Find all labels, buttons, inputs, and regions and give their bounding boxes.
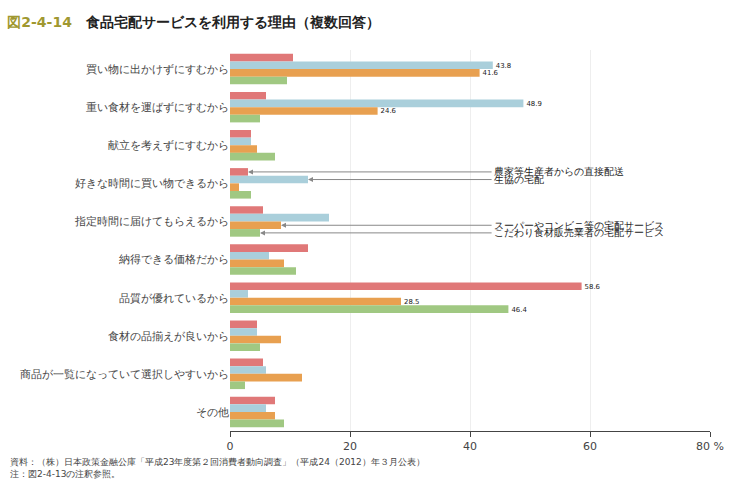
- svg-text:納得できる価格だから: 納得できる価格だから: [119, 253, 229, 266]
- svg-text:重い食材を運ばずにすむから: 重い食材を運ばずにすむから: [86, 101, 229, 114]
- svg-text:24.6: 24.6: [381, 107, 396, 115]
- svg-text:資料：（株）日本政策金融公庫「平成23年度第２回消費者動向調: 資料：（株）日本政策金融公庫「平成23年度第２回消費者動向調査」（平成24（20…: [10, 457, 425, 479]
- svg-text:28.5: 28.5: [404, 298, 419, 306]
- svg-text:品質が優れているから: 品質が優れているから: [119, 292, 229, 305]
- svg-text:46.4: 46.4: [511, 306, 526, 314]
- svg-text:図2-4-14 食品宅配サービスを利用する理由（複数回答）: 図2-4-14 食品宅配サービスを利用する理由（複数回答）: [7, 14, 380, 30]
- svg-text:20: 20: [343, 440, 357, 453]
- svg-text:買い物に出かけずにすむから: 買い物に出かけずにすむから: [86, 63, 229, 76]
- svg-text:その他: その他: [196, 406, 229, 419]
- svg-text:献立を考えずにすむから: 献立を考えずにすむから: [108, 139, 229, 152]
- svg-text:生協の宅配: 生協の宅配: [494, 174, 544, 185]
- svg-text:商品が一覧になっていて選択しやすいから: 商品が一覧になっていて選択しやすいから: [20, 368, 229, 381]
- svg-text:スーパーやコンビニ等の宅配サービス: スーパーやコンビニ等の宅配サービス: [494, 220, 664, 231]
- svg-text:40: 40: [463, 440, 477, 453]
- svg-text:43.8: 43.8: [496, 62, 511, 70]
- svg-text:好きな時間に買い物できるから: 好きな時間に買い物できるから: [75, 177, 229, 190]
- svg-text:48.9: 48.9: [526, 100, 541, 108]
- svg-text:こだわり食材販売業者の宅配サービス: こだわり食材販売業者の宅配サービス: [494, 227, 664, 238]
- svg-text:指定時間に届けてもらえるから: 指定時間に届けてもらえるから: [74, 215, 229, 228]
- svg-text:58.6: 58.6: [585, 283, 600, 291]
- svg-text:食材の品揃えが良いから: 食材の品揃えが良いから: [108, 330, 229, 343]
- svg-text:0: 0: [227, 440, 234, 453]
- svg-text:80 %: 80 %: [696, 440, 724, 453]
- svg-text:60: 60: [583, 440, 597, 453]
- svg-text:農家等生産者からの直接配送: 農家等生産者からの直接配送: [494, 166, 624, 177]
- svg-text:41.6: 41.6: [483, 69, 498, 77]
